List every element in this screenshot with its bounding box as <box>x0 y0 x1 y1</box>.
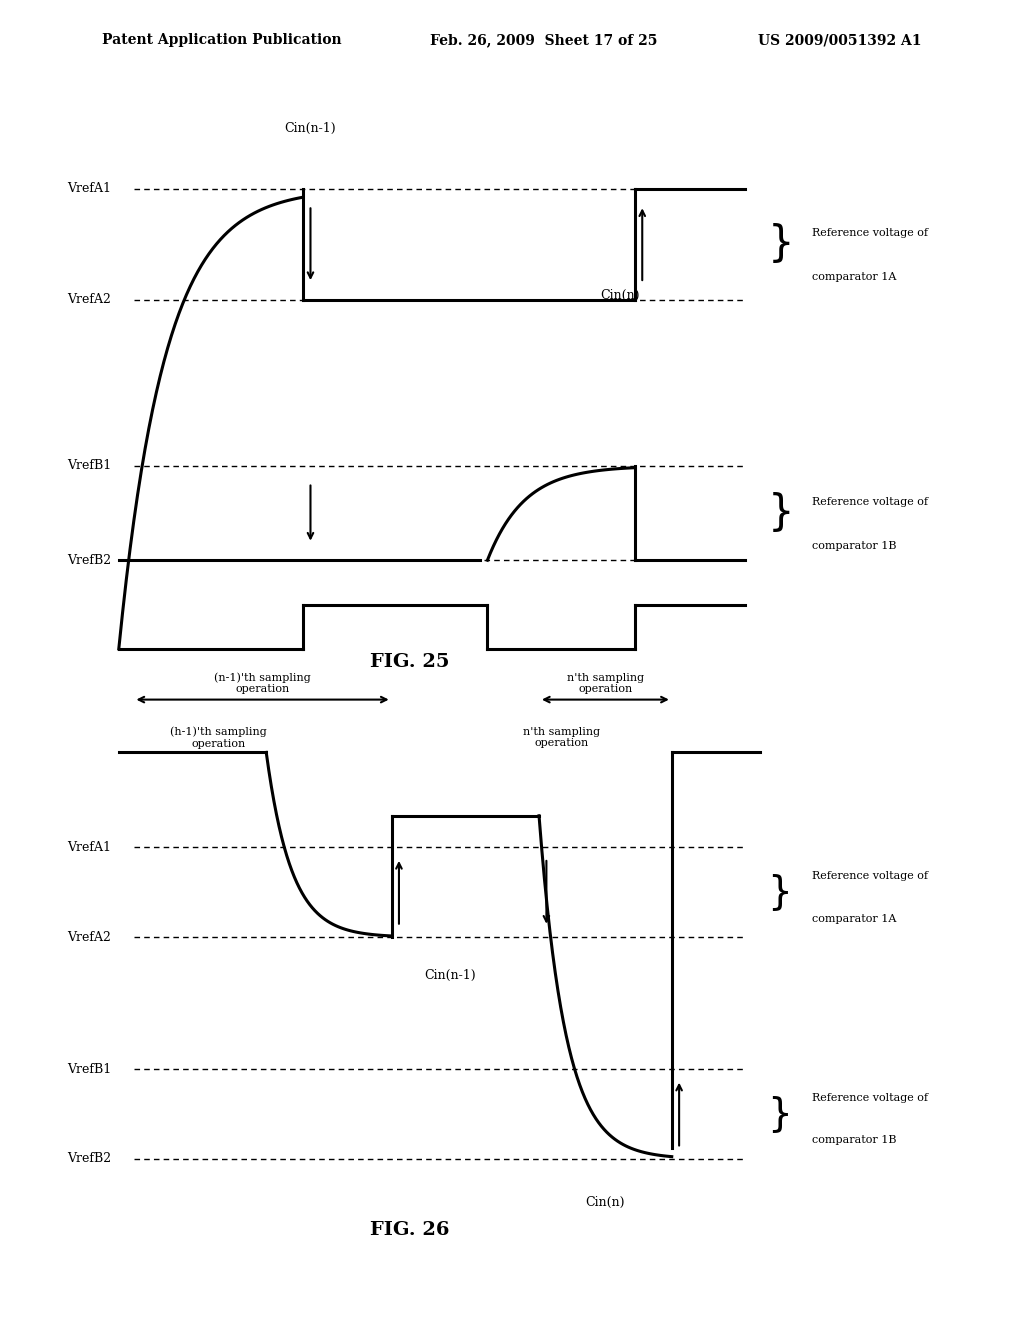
Text: VrefA1: VrefA1 <box>68 841 112 854</box>
Text: comparator 1B: comparator 1B <box>812 1135 896 1146</box>
Text: VrefB1: VrefB1 <box>68 459 112 473</box>
Text: Reference voltage of: Reference voltage of <box>812 871 928 882</box>
Text: n'th sampling
operation: n'th sampling operation <box>567 673 644 694</box>
Text: (n-1)'th sampling
operation: (n-1)'th sampling operation <box>214 672 311 694</box>
Text: comparator 1A: comparator 1A <box>812 272 896 282</box>
Text: VrefA2: VrefA2 <box>68 293 112 306</box>
Text: }: } <box>768 492 794 535</box>
Text: VrefB2: VrefB2 <box>68 553 112 566</box>
Text: FIG. 25: FIG. 25 <box>370 653 450 672</box>
Text: }: } <box>768 1096 793 1133</box>
Text: FIG. 26: FIG. 26 <box>370 1221 450 1239</box>
Text: Feb. 26, 2009  Sheet 17 of 25: Feb. 26, 2009 Sheet 17 of 25 <box>430 33 657 48</box>
Text: Patent Application Publication: Patent Application Publication <box>102 33 342 48</box>
Text: Reference voltage of: Reference voltage of <box>812 1093 928 1104</box>
Text: comparator 1A: comparator 1A <box>812 913 896 924</box>
Text: VrefB1: VrefB1 <box>68 1063 112 1076</box>
Text: Reference voltage of: Reference voltage of <box>812 498 928 507</box>
Text: Cin(n): Cin(n) <box>586 1196 625 1209</box>
Text: Cin(n): Cin(n) <box>600 289 640 301</box>
Text: VrefA1: VrefA1 <box>68 182 112 195</box>
Text: }: } <box>768 223 794 265</box>
Text: US 2009/0051392 A1: US 2009/0051392 A1 <box>758 33 922 48</box>
Text: (h-1)'th sampling
operation: (h-1)'th sampling operation <box>170 726 266 748</box>
Text: VrefA2: VrefA2 <box>68 931 112 944</box>
Text: comparator 1B: comparator 1B <box>812 541 896 552</box>
Text: Cin(n-1): Cin(n-1) <box>285 123 336 135</box>
Text: Reference voltage of: Reference voltage of <box>812 228 928 238</box>
Text: Cin(n-1): Cin(n-1) <box>425 969 476 982</box>
Text: n'th sampling
operation: n'th sampling operation <box>522 726 600 748</box>
Text: VrefB2: VrefB2 <box>68 1152 112 1166</box>
Text: }: } <box>768 874 793 911</box>
